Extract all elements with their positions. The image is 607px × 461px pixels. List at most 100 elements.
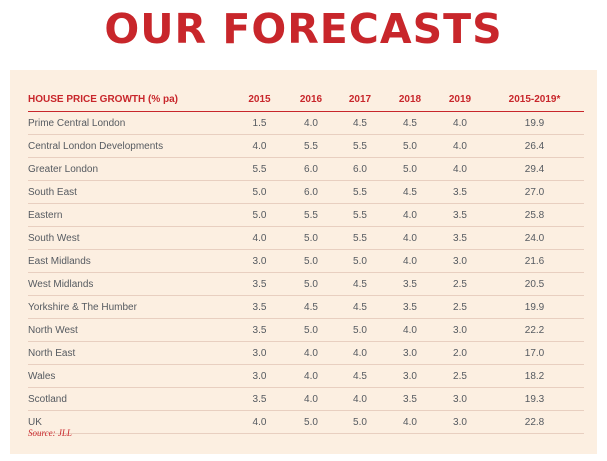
value-cell: 4.0 [435,157,485,181]
value-cell: 5.0 [287,318,335,342]
value-cell: 25.8 [485,203,584,227]
value-cell: 4.0 [435,134,485,158]
value-cell: 5.0 [287,410,335,434]
value-cell: 4.0 [435,111,485,135]
value-cell: 4.5 [335,272,385,296]
column-header-year: 2015-2019* [485,88,584,112]
value-cell: 19.3 [485,387,584,411]
table-row: Eastern 5.0 5.5 5.5 4.0 3.5 25.8 [28,203,584,227]
value-cell: 1.5 [232,111,287,135]
value-cell: 4.0 [232,134,287,158]
value-cell: 24.0 [485,226,584,250]
value-cell: 3.0 [232,249,287,273]
region-cell: Central London Developments [28,134,232,158]
value-cell: 4.0 [385,203,435,227]
column-header-region: HOUSE PRICE GROWTH (% pa) [28,88,232,112]
table-row: North East 3.0 4.0 4.0 3.0 2.0 17.0 [28,341,584,365]
value-cell: 5.0 [287,249,335,273]
value-cell: 4.0 [385,249,435,273]
value-cell: 21.6 [485,249,584,273]
column-header-year: 2015 [232,88,287,112]
value-cell: 3.5 [232,295,287,319]
column-header-year: 2017 [335,88,385,112]
value-cell: 5.0 [335,410,385,434]
value-cell: 5.0 [335,318,385,342]
value-cell: 3.0 [385,364,435,388]
value-cell: 3.0 [385,341,435,365]
region-cell: East Midlands [28,249,232,273]
value-cell: 4.5 [385,180,435,204]
value-cell: 4.0 [232,410,287,434]
region-cell: Wales [28,364,232,388]
region-cell: Yorkshire & The Humber [28,295,232,319]
value-cell: 20.5 [485,272,584,296]
value-cell: 5.5 [287,203,335,227]
value-cell: 5.0 [385,157,435,181]
table-row: South West 4.0 5.0 5.5 4.0 3.5 24.0 [28,226,584,250]
region-cell: Greater London [28,157,232,181]
value-cell: 26.4 [485,134,584,158]
value-cell: 5.5 [335,226,385,250]
value-cell: 22.8 [485,410,584,434]
value-cell: 5.0 [287,226,335,250]
value-cell: 2.0 [435,341,485,365]
value-cell: 4.5 [335,111,385,135]
value-cell: 5.5 [335,180,385,204]
value-cell: 5.0 [232,203,287,227]
region-cell: Eastern [28,203,232,227]
table-row: Central London Developments 4.0 5.5 5.5 5.0 4… [28,134,584,158]
region-cell: South East [28,180,232,204]
value-cell: 3.5 [385,295,435,319]
source-note: Source: JLL [28,428,72,438]
value-cell: 4.0 [287,341,335,365]
value-cell: 5.0 [232,180,287,204]
value-cell: 4.0 [335,387,385,411]
value-cell: 4.5 [335,295,385,319]
table-body: Prime Central London 1.5 4.0 4.5 4.5 4.0 19.9 C… [28,111,584,434]
table-row: East Midlands 3.0 5.0 5.0 4.0 3.0 21.6 [28,249,584,273]
value-cell: 6.0 [287,180,335,204]
value-cell: 27.0 [485,180,584,204]
value-cell: 5.5 [335,134,385,158]
value-cell: 3.0 [435,410,485,434]
column-header-year: 2016 [287,88,335,112]
value-cell: 3.5 [232,272,287,296]
value-cell: 5.5 [335,203,385,227]
value-cell: 5.0 [335,249,385,273]
value-cell: 5.5 [287,134,335,158]
value-cell: 4.0 [287,364,335,388]
region-cell: Scotland [28,387,232,411]
value-cell: 3.0 [435,249,485,273]
value-cell: 3.5 [385,272,435,296]
value-cell: 19.9 [485,295,584,319]
table-row: Greater London 5.5 6.0 6.0 5.0 4.0 29.4 [28,157,584,181]
value-cell: 3.0 [435,387,485,411]
value-cell: 17.0 [485,341,584,365]
table-row: South East 5.0 6.0 5.5 4.5 3.5 27.0 [28,180,584,204]
table-header-row: HOUSE PRICE GROWTH (% pa) 2015 2016 2017 201… [28,88,584,112]
table-row: Yorkshire & The Humber 3.5 4.5 4.5 3.5 2.5 19.… [28,295,584,319]
value-cell: 3.5 [435,203,485,227]
value-cell: 18.2 [485,364,584,388]
region-cell: West Midlands [28,272,232,296]
value-cell: 2.5 [435,295,485,319]
value-cell: 3.5 [232,387,287,411]
value-cell: 3.0 [232,341,287,365]
value-cell: 4.5 [385,111,435,135]
value-cell: 19.9 [485,111,584,135]
value-cell: 4.0 [232,226,287,250]
value-cell: 3.5 [435,180,485,204]
table-row: UK 4.0 5.0 5.0 4.0 3.0 22.8 [28,410,584,434]
forecast-table: HOUSE PRICE GROWTH (% pa) 2015 2016 2017 201… [28,88,584,434]
region-cell: South West [28,226,232,250]
value-cell: 4.5 [287,295,335,319]
table-row: North West 3.5 5.0 5.0 4.0 3.0 22.2 [28,318,584,342]
page-title: OUR FORECASTS [104,5,503,53]
value-cell: 4.0 [385,318,435,342]
value-cell: 4.0 [385,226,435,250]
value-cell: 3.5 [385,387,435,411]
region-cell: North West [28,318,232,342]
value-cell: 3.5 [435,226,485,250]
value-cell: 4.5 [335,364,385,388]
value-cell: 3.0 [435,318,485,342]
